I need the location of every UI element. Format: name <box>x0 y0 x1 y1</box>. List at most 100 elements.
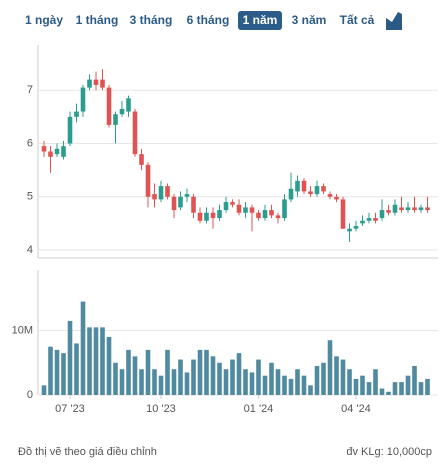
icon <box>386 12 402 30</box>
volume-bar <box>119 369 125 395</box>
candle-body <box>210 212 216 219</box>
volume-bar <box>340 359 346 395</box>
volume-bar <box>100 327 105 395</box>
candle-body <box>360 220 365 224</box>
tab[interactable]: 3 năm <box>292 13 327 27</box>
volume-bar <box>314 366 320 395</box>
candle-body <box>340 199 346 229</box>
volume-bar <box>295 369 300 395</box>
candle-body <box>295 180 300 192</box>
candle-body <box>399 207 404 211</box>
volume-bar <box>41 385 47 395</box>
volume-bar <box>327 340 333 395</box>
candle-body <box>412 207 417 211</box>
candle-body <box>41 146 47 152</box>
volume-bar <box>412 366 417 395</box>
candle-body <box>379 210 385 219</box>
candle-body <box>308 191 313 195</box>
y-tick-label: 5 <box>27 191 33 203</box>
candle-body <box>373 218 378 221</box>
volume-bar <box>230 359 235 395</box>
candle-body <box>275 215 281 219</box>
candle-body <box>217 210 222 219</box>
volume-bar <box>269 362 274 395</box>
volume-bar <box>87 327 92 395</box>
volume-bar <box>152 369 157 395</box>
volume-bar <box>158 375 164 395</box>
volume-bar <box>334 356 339 395</box>
candle-body <box>126 98 131 112</box>
volume-bar <box>61 353 66 395</box>
volume-bar <box>145 349 151 395</box>
volume-bar <box>139 369 144 395</box>
x-tick-label: 01 '24 <box>244 403 274 415</box>
tab[interactable]: 1 năm <box>243 13 278 27</box>
volume-bar <box>93 327 99 395</box>
candle-body <box>80 87 86 112</box>
volume-bar <box>126 349 131 395</box>
volume-bar <box>392 382 398 395</box>
volume-bar <box>178 359 183 395</box>
candle-body <box>327 194 333 197</box>
candle-body <box>425 207 430 211</box>
candle-body <box>87 79 92 88</box>
volume-bar <box>308 385 313 395</box>
candle-body <box>93 79 99 85</box>
candle-body <box>184 194 190 197</box>
volume-bar <box>106 337 112 395</box>
candle-body <box>48 151 53 157</box>
candle-body <box>418 207 424 211</box>
candle-body <box>106 87 112 125</box>
tab[interactable]: 1 tháng <box>76 13 119 27</box>
tab[interactable]: 1 ngày <box>25 13 63 27</box>
candle-body <box>139 154 144 165</box>
volume-bar <box>249 372 255 395</box>
candle-body <box>282 199 287 219</box>
y-tick-label: 6 <box>27 137 33 149</box>
candle-body <box>54 148 60 155</box>
volume-bar <box>425 378 430 395</box>
candle-body <box>191 196 196 213</box>
volume-bar <box>366 382 372 395</box>
candle-body <box>230 202 235 205</box>
area-icon[interactable] <box>386 12 402 30</box>
tab[interactable]: 3 tháng <box>130 13 173 27</box>
candle-body <box>288 188 294 200</box>
volume-bar <box>360 375 365 395</box>
volume-bar <box>405 375 411 395</box>
volume-bar <box>418 382 424 395</box>
candle-body <box>334 196 339 200</box>
volume-bar <box>301 375 307 395</box>
tab[interactable]: Tất cả <box>340 13 375 27</box>
volume-bar <box>262 375 268 395</box>
candle-body <box>301 180 307 192</box>
volume-bar <box>113 362 118 395</box>
volume-bar <box>321 362 326 395</box>
x-tick-label: 04 '24 <box>341 403 371 415</box>
volume-bar <box>347 369 352 395</box>
candle-body <box>392 204 398 213</box>
volume-bar <box>243 369 248 395</box>
volume-bar <box>236 353 242 395</box>
volume-bar <box>353 378 359 395</box>
candle-body <box>197 212 203 221</box>
volume-bar <box>275 369 281 395</box>
volume-bar <box>184 372 190 395</box>
volume-bar <box>80 301 86 395</box>
candle-body <box>353 226 359 229</box>
volume-bar <box>288 378 294 395</box>
candle-body <box>386 210 391 213</box>
volume-bar <box>256 359 261 395</box>
candle-body <box>366 218 372 221</box>
candle-body <box>262 210 268 219</box>
tab[interactable]: 6 tháng <box>187 13 230 27</box>
candle-body <box>74 111 79 117</box>
candle-body <box>61 146 66 157</box>
volume-bar <box>132 356 138 395</box>
candle-body <box>113 114 118 125</box>
volume-bar <box>217 362 222 395</box>
footer-note: Đồ thị vẽ theo giá điều chỉnh <box>18 446 157 458</box>
y-tick-label: 0 <box>27 389 33 401</box>
volume-bar <box>67 320 73 395</box>
